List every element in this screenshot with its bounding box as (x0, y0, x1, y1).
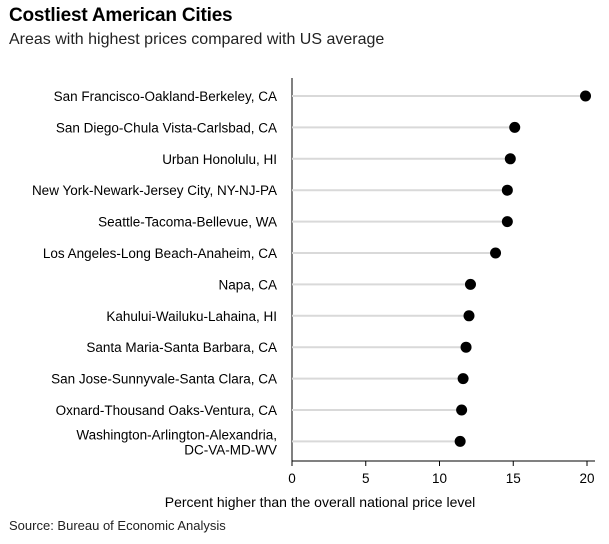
x-tick-label: 5 (362, 471, 370, 486)
category-label: Los Angeles-Long Beach-Anaheim, CA (43, 246, 277, 261)
category-label: Kahului-Wailuku-Lahaina, HI (106, 309, 277, 324)
category-label: Washington-Arlington-Alexandria, DC-VA-MD… (76, 427, 277, 457)
data-point (456, 404, 468, 416)
category-label-line: Los Angeles-Long Beach-Anaheim, CA (43, 246, 277, 261)
x-tick-label: 15 (506, 471, 521, 486)
category-label: Oxnard-Thousand Oaks-Ventura, CA (56, 403, 277, 418)
data-point (454, 435, 466, 447)
x-tick-label: 0 (288, 471, 296, 486)
category-label-line: Washington-Arlington-Alexandria, (76, 427, 277, 442)
data-point (464, 278, 476, 290)
chart-title: Costliest American Cities (9, 5, 233, 26)
data-point (504, 153, 516, 165)
data-point (501, 184, 513, 196)
category-label-line: Oxnard-Thousand Oaks-Ventura, CA (56, 403, 277, 418)
category-label-line: New York-Newark-Jersey City, NY-NJ-PA (32, 183, 277, 198)
dot-plot-chart: San Francisco-Oakland-Berkeley, CA San Di… (32, 78, 595, 510)
category-label-line: Santa Maria-Santa Barbara, CA (86, 340, 277, 355)
category-label: Seattle-Tacoma-Bellevue, WA (98, 215, 277, 230)
x-tick-label: 10 (432, 471, 447, 486)
category-label: New York-Newark-Jersey City, NY-NJ-PA (32, 183, 277, 198)
category-label: San Francisco-Oakland-Berkeley, CA (54, 89, 277, 104)
category-label: San Diego-Chula Vista-Carlsbad, CA (56, 120, 277, 135)
data-point (509, 121, 521, 133)
data-point (580, 90, 592, 102)
data-point (460, 341, 472, 353)
category-label-line: Seattle-Tacoma-Bellevue, WA (98, 215, 277, 230)
data-point (457, 373, 469, 385)
category-label: Napa, CA (218, 277, 277, 292)
category-label: San Jose-Sunnyvale-Santa Clara, CA (51, 372, 277, 387)
x-axis-label: Percent higher than the overall national… (165, 494, 476, 510)
category-label: Santa Maria-Santa Barbara, CA (86, 340, 277, 355)
chart-subtitle: Areas with highest prices compared with … (9, 31, 385, 48)
data-point (490, 247, 502, 259)
category-label-line: Napa, CA (218, 277, 277, 292)
category-label-line: Urban Honolulu, HI (162, 152, 277, 167)
category-label-line: Kahului-Wailuku-Lahaina, HI (106, 309, 277, 324)
data-point (463, 310, 475, 322)
category-label-line: San Jose-Sunnyvale-Santa Clara, CA (51, 372, 277, 387)
x-tick-label: 20 (579, 471, 594, 486)
source-note: Source: Bureau of Economic Analysis (9, 518, 226, 533)
category-label-line: DC-VA-MD-WV (184, 442, 277, 457)
category-label-line: San Francisco-Oakland-Berkeley, CA (54, 89, 277, 104)
data-point (501, 216, 513, 228)
category-label-line: San Diego-Chula Vista-Carlsbad, CA (56, 120, 277, 135)
category-label: Urban Honolulu, HI (162, 152, 277, 167)
